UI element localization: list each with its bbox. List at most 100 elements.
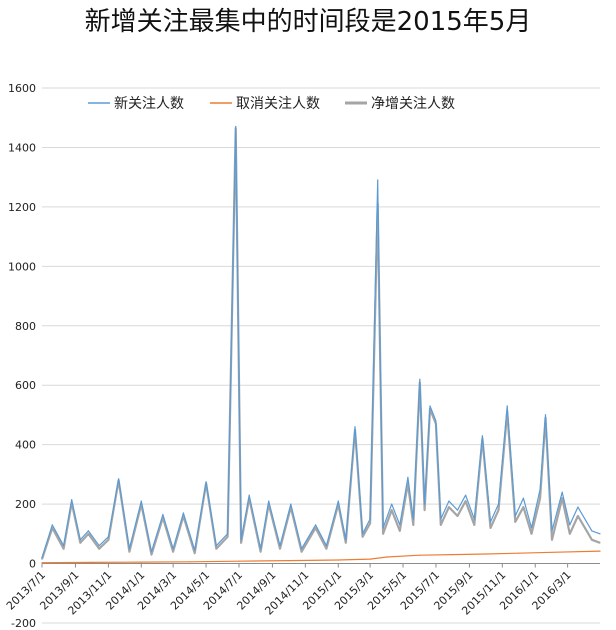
series-point <box>325 545 327 547</box>
series-point <box>551 530 553 532</box>
y-tick-label: 1400 <box>8 141 36 154</box>
series-point <box>448 500 450 502</box>
series-line-2 <box>40 127 601 560</box>
series-point <box>539 497 541 499</box>
series-point <box>497 509 500 511</box>
series-point <box>288 560 290 562</box>
series-point <box>391 503 393 505</box>
series-point <box>544 414 547 416</box>
series-point <box>118 478 120 480</box>
series-point <box>599 542 601 544</box>
series-point <box>391 509 393 511</box>
series-point <box>424 509 426 511</box>
series-line-1 <box>41 550 601 564</box>
y-tick-label: 1000 <box>8 260 36 273</box>
series-point <box>128 551 130 553</box>
series-point <box>260 551 262 553</box>
series-point <box>362 533 364 535</box>
series-point <box>369 522 371 525</box>
legend-label-2: 净增关注人数 <box>371 96 455 112</box>
series-point <box>205 481 207 483</box>
series-point <box>419 554 421 556</box>
series-point <box>79 539 81 541</box>
series-point <box>522 497 525 499</box>
series-point <box>369 558 371 560</box>
series-point <box>569 524 571 526</box>
y-tick-label: -200 <box>11 617 36 630</box>
series-line-0 <box>41 125 601 558</box>
series-point <box>517 552 520 554</box>
series-point <box>412 524 414 526</box>
series-point <box>465 500 467 502</box>
series-point <box>561 491 563 493</box>
series-point <box>379 369 381 371</box>
series-point <box>514 515 516 517</box>
series-point <box>325 548 327 550</box>
series-point <box>240 542 242 544</box>
legend: 新关注人数 取消关注人数 净增关注人数 <box>88 96 455 112</box>
series-point <box>345 542 347 544</box>
gridlines <box>42 87 600 624</box>
series-point <box>412 518 414 520</box>
series-point <box>51 524 53 526</box>
series-point <box>377 179 379 181</box>
series-point <box>182 512 184 514</box>
series-point <box>235 126 237 128</box>
series-point <box>514 521 516 523</box>
series-point <box>452 554 454 556</box>
series-point <box>473 524 475 526</box>
series-point <box>481 435 483 437</box>
x-axis: 2013/7/12013/9/12013/11/12014/1/12014/3/… <box>4 563 600 618</box>
y-tick-label: 1200 <box>8 201 36 214</box>
series-point <box>489 521 492 523</box>
series-point <box>98 548 100 550</box>
series-point <box>268 500 270 502</box>
series-point <box>569 533 571 535</box>
series-point <box>551 551 553 553</box>
series-point <box>577 515 579 517</box>
series-point <box>399 524 401 526</box>
series-point <box>456 509 459 511</box>
series-point <box>238 560 240 562</box>
series-point <box>337 559 339 561</box>
series-point <box>591 539 593 541</box>
series-point <box>128 548 130 550</box>
series-point <box>530 527 533 529</box>
series-point <box>41 562 43 564</box>
series-point <box>98 545 100 547</box>
series-point <box>194 549 196 551</box>
y-tick-label: 600 <box>15 379 36 392</box>
y-tick-label: 200 <box>15 498 36 511</box>
series-point <box>240 539 242 541</box>
legend-label-0: 新关注人数 <box>114 96 184 112</box>
series-point <box>227 533 229 535</box>
series-point <box>473 518 475 520</box>
series-point <box>424 503 426 505</box>
series-point <box>87 530 89 532</box>
series-point <box>91 561 93 564</box>
series-point <box>194 552 196 554</box>
series-point <box>489 527 492 529</box>
series-point <box>215 548 217 550</box>
series-point <box>407 476 409 478</box>
series-point <box>386 556 388 558</box>
series-point <box>429 405 431 407</box>
series-point <box>399 530 401 532</box>
series-point <box>215 545 217 547</box>
series-point <box>260 548 262 550</box>
series-point <box>599 550 601 552</box>
series-point <box>41 557 43 559</box>
series-point <box>354 426 356 428</box>
series-point <box>279 548 281 550</box>
y-tick-label: 1600 <box>8 82 36 95</box>
series-point <box>522 506 525 508</box>
series-point <box>140 500 142 502</box>
series-point <box>301 548 303 550</box>
series-point <box>530 533 533 535</box>
series-point <box>539 488 541 490</box>
series-point <box>577 506 579 508</box>
series-point <box>107 536 109 538</box>
series-point <box>591 530 593 532</box>
series-point <box>506 405 508 407</box>
series-point <box>150 551 153 553</box>
